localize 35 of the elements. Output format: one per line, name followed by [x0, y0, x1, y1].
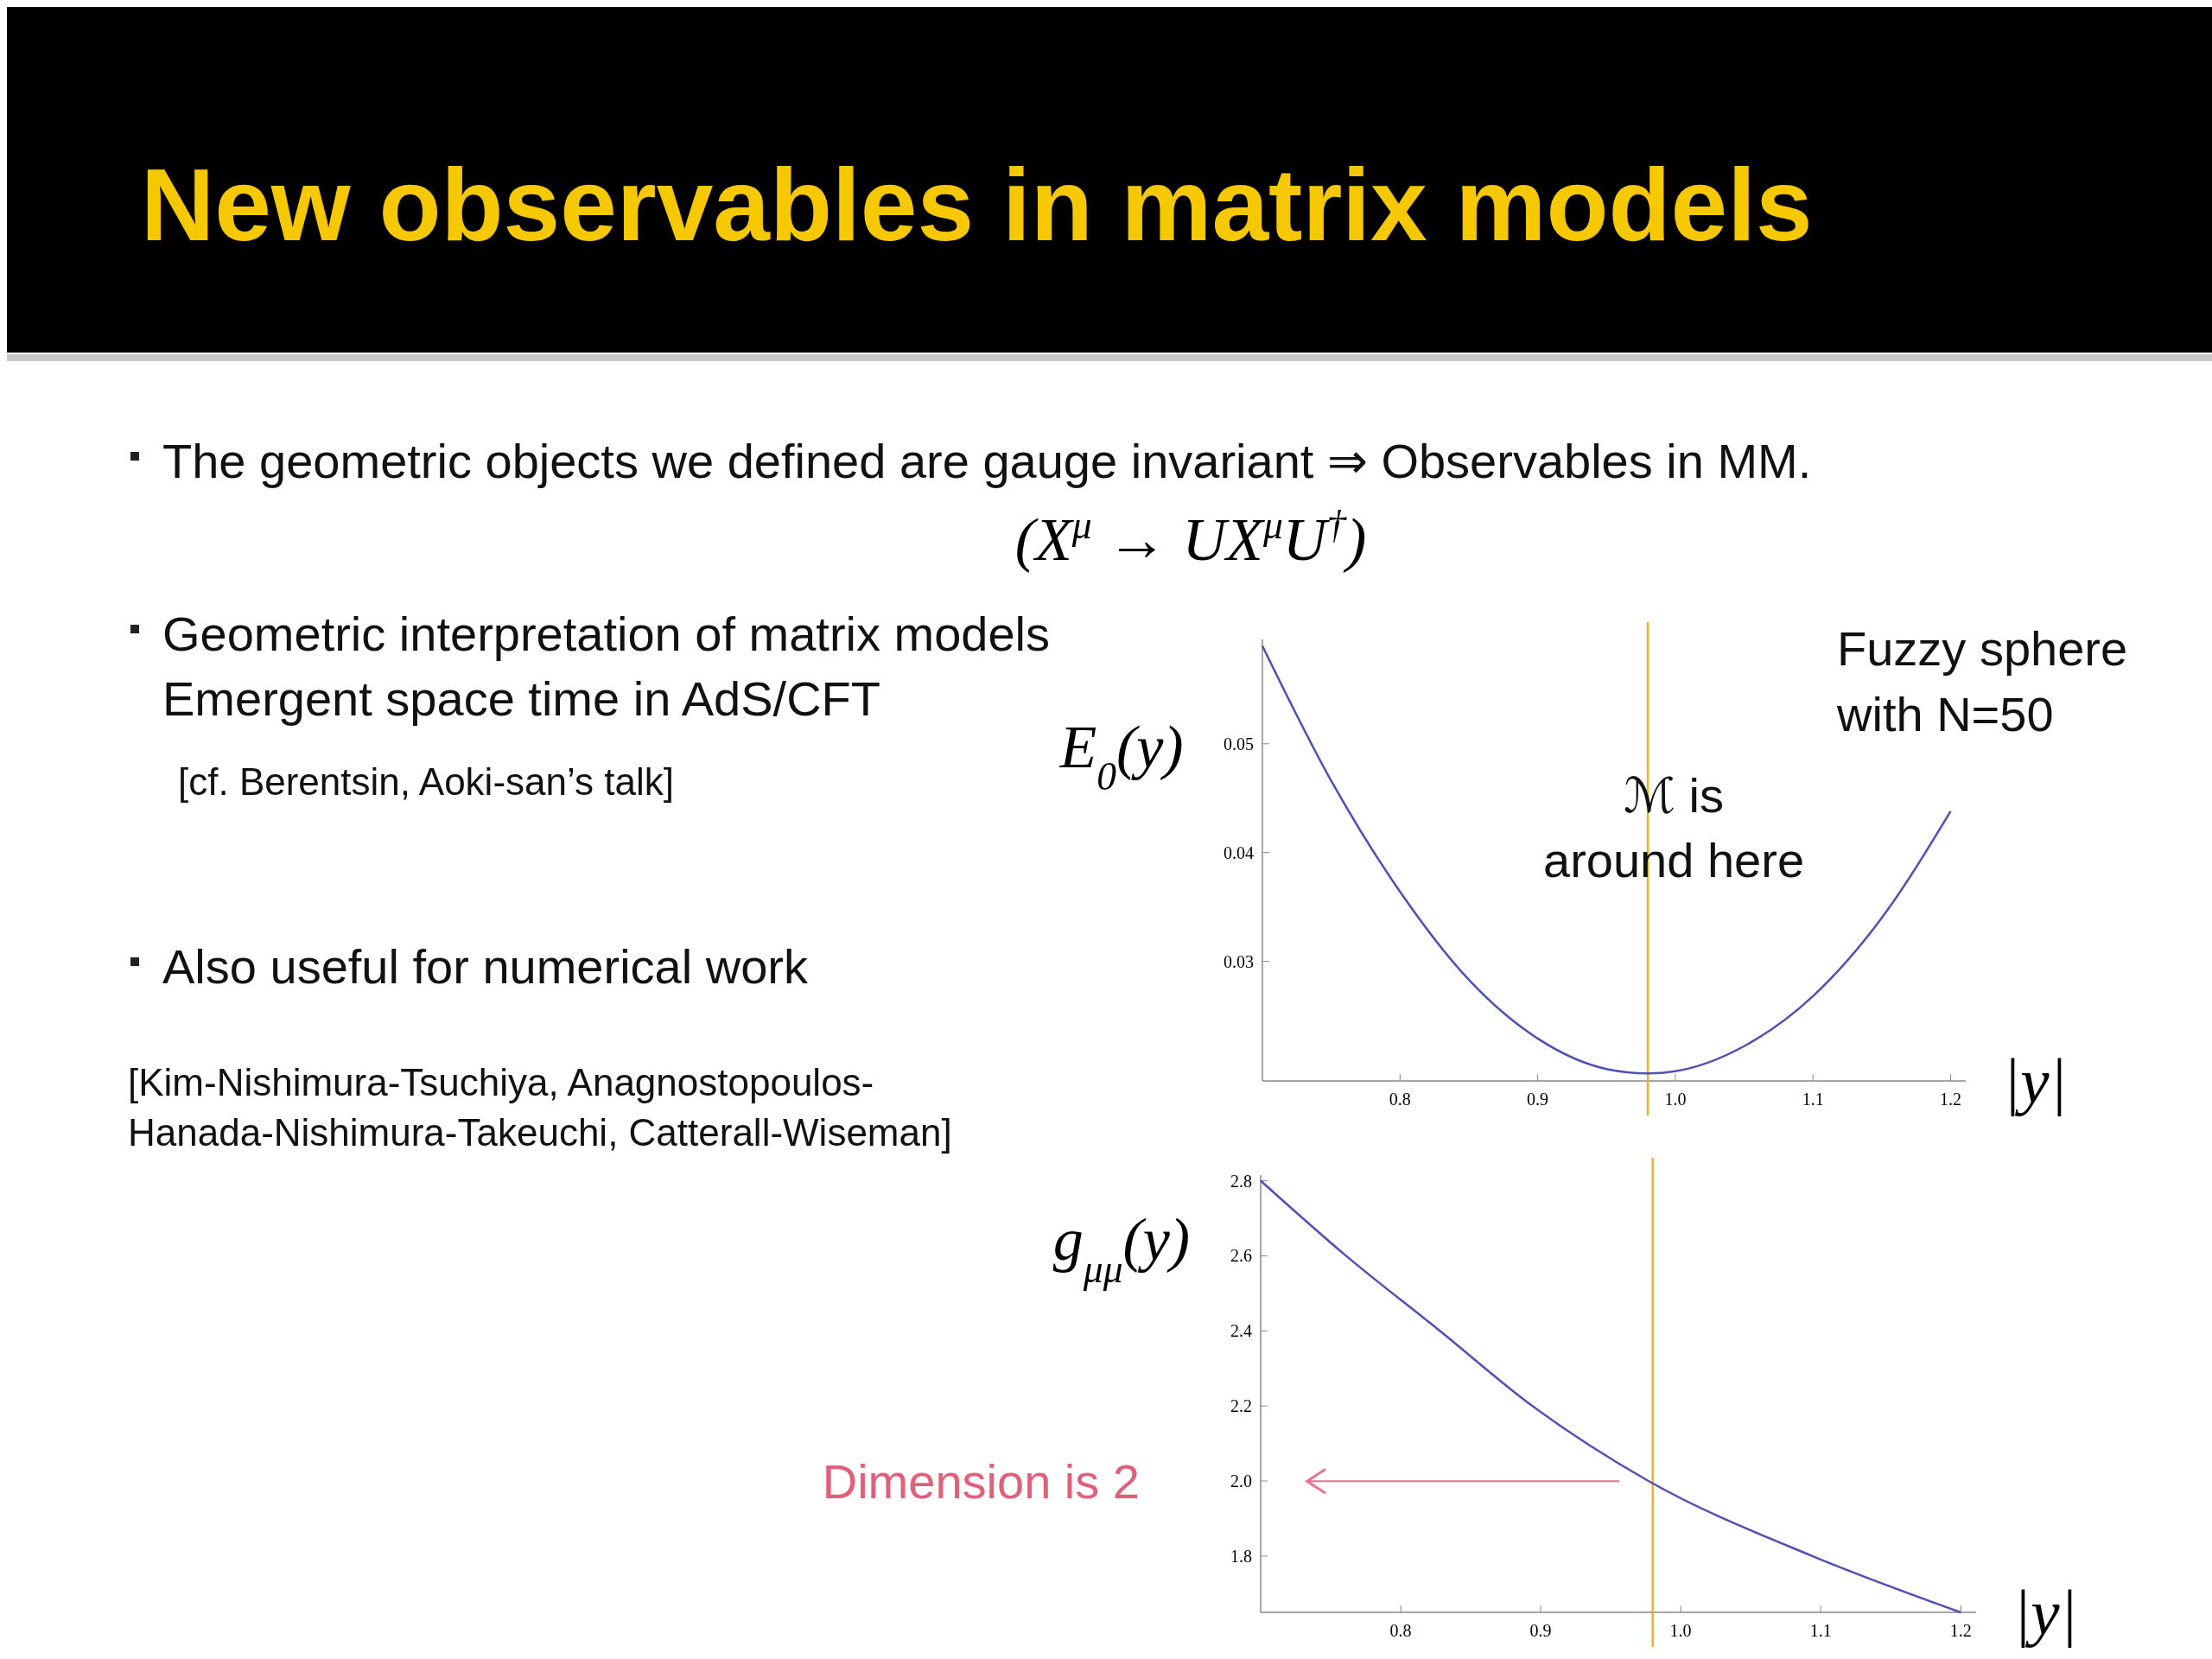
y-tick-label: 2.4 — [1230, 1321, 1252, 1341]
text: Also useful for numerical work — [162, 939, 809, 994]
y-tick-label: 0.03 — [1224, 951, 1254, 971]
y-tick-label: 2.8 — [1230, 1171, 1252, 1191]
x-axis-title: |y| — [2002, 1045, 2068, 1116]
text: [Kim-Nishimura-Tsuchiya, Anagnostopoulos- — [128, 1061, 874, 1103]
y-tick-label: 0.05 — [1224, 734, 1254, 753]
y-tick-label: 2.0 — [1230, 1471, 1252, 1491]
text: Emergent space time in AdS/CFT — [162, 671, 881, 726]
y-tick-label: 2.2 — [1230, 1396, 1252, 1416]
text: Geometric interpretation of matrix models — [162, 607, 1051, 661]
text: Hanada-Nishimura-Takeuchi, Catterall-Wiseman] — [128, 1111, 952, 1154]
line-series — [1259, 1179, 1962, 1614]
x-tick-label: 1.2 — [1949, 1621, 1972, 1640]
text: (X$^{μ}$ → UX$^{μ}$U$^{†}$) — [1014, 502, 1367, 573]
x-tick-label: 1.0 — [1664, 1090, 1687, 1109]
x-tick-label: 1.1 — [1809, 1621, 1832, 1640]
x-tick-label: 0.9 — [1527, 1090, 1549, 1109]
text: Dimension is 2 — [822, 1454, 1140, 1510]
x-tick-label: 1.2 — [1939, 1090, 1961, 1109]
y-axis-title: g$_{μμ}$(y) — [1052, 1206, 1191, 1291]
y-axis-title: E$_{0}$(y) — [1058, 714, 1184, 798]
x-axis-title: |y| — [2012, 1576, 2078, 1648]
y-tick-label: 0.04 — [1224, 842, 1254, 862]
x-tick-label: 1.1 — [1802, 1090, 1824, 1109]
y-tick-label: 1.8 — [1230, 1546, 1252, 1566]
annotation: Fuzzy sphere with N=50 — [1836, 621, 2128, 741]
y-tick-label: 2.6 — [1230, 1246, 1252, 1266]
text: The geometric objects we defined are gauge invariant ⇒ Observables in MM. — [162, 434, 1812, 488]
text: [cf. Berentsin, Aoki-san’s talk] — [178, 760, 674, 803]
x-tick-label: 0.8 — [1389, 1621, 1412, 1640]
x-tick-label: 0.8 — [1389, 1090, 1411, 1109]
x-tick-label: 0.9 — [1529, 1621, 1552, 1640]
chart-title: New observables in matrix models — [141, 148, 1813, 262]
x-tick-label: 1.0 — [1669, 1621, 1692, 1640]
